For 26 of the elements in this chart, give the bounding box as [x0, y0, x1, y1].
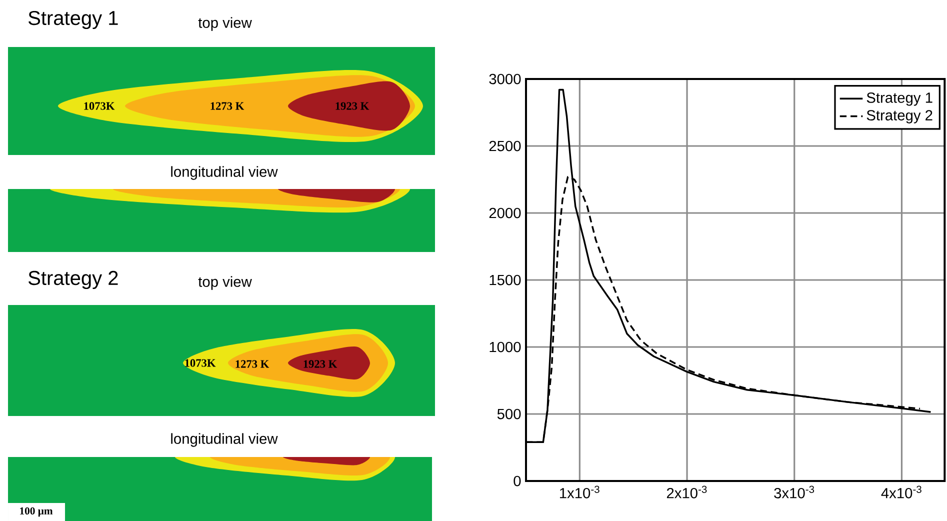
- text: longitudinal view: [171, 433, 278, 447]
- x-tick-label: 2x10$^{-3}$: [666, 486, 707, 498]
- text: 1273 K: [210, 102, 244, 110]
- y-tick-label: 1500: [490, 274, 521, 286]
- y-tick-label: 2500: [489, 140, 521, 152]
- text: top view: [198, 276, 252, 290]
- y-tick-label: 3000: [489, 74, 521, 84]
- text: 1273 K: [236, 360, 270, 368]
- text: Strategy 1: [28, 10, 118, 30]
- text: 1923 K: [336, 102, 370, 110]
- x-tick-label: 3x10$^{-3}$: [774, 486, 814, 498]
- y-tick-label: 0: [514, 476, 521, 486]
- y-tick-label: 1000: [490, 342, 521, 352]
- y-tick-label: 2000: [489, 208, 521, 218]
- text: Strategy 2: [28, 270, 118, 290]
- text: longitudinal view: [171, 166, 278, 180]
- text: 1073K: [185, 359, 216, 367]
- text: 1923 K: [304, 360, 338, 368]
- legend-label: Strategy 2: [866, 110, 932, 124]
- text: 100 μm: [20, 507, 53, 517]
- y-tick-label: 500: [497, 408, 521, 420]
- x-tick-label: 4x10$^{-3}$: [881, 486, 922, 498]
- x-tick-label: 1x10$^{-3}$: [560, 486, 600, 498]
- legend-label: Strategy 1: [866, 92, 932, 106]
- text: top view: [198, 17, 252, 31]
- text: 1073K: [84, 102, 115, 110]
